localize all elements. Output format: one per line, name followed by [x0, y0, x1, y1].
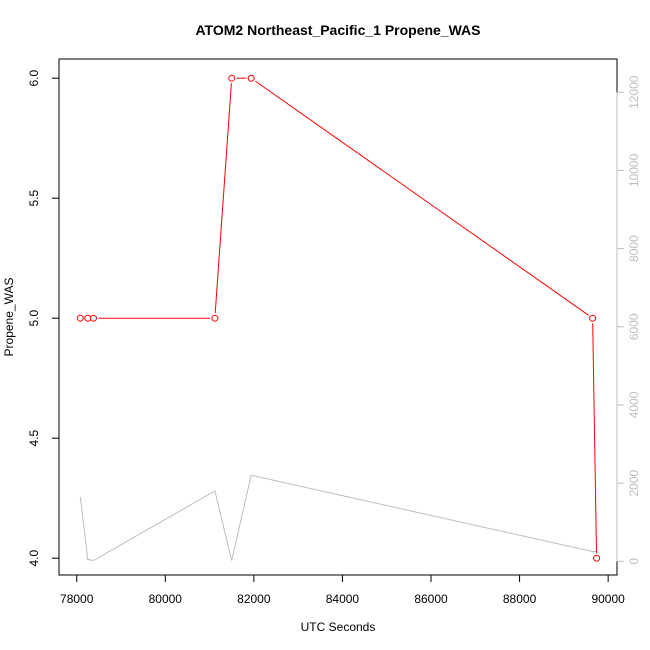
y-tick-label: 6.0 — [27, 70, 41, 87]
y-axis: 4.0 4.5 5.0 5.5 6.0 — [27, 70, 60, 567]
series-layer — [76, 74, 601, 562]
y2-tick-label: 0 — [627, 558, 641, 565]
data-point — [90, 314, 97, 322]
y-tick-label: 4.0 — [27, 550, 41, 567]
y2-tick-label: 2000 — [627, 469, 641, 496]
y2-tick-label: 8000 — [627, 235, 641, 262]
series-line-segment — [255, 80, 589, 316]
y-tick-label: 5.0 — [27, 310, 41, 327]
y2-tick-label: 12000 — [627, 75, 641, 109]
y-axis-label: Propene_WAS — [2, 278, 16, 357]
data-point — [593, 554, 601, 562]
data-point — [589, 314, 597, 322]
x-tick-label: 86000 — [414, 592, 448, 606]
y2-tick-label: 10000 — [627, 153, 641, 187]
y-tick-label: 4.5 — [27, 430, 41, 447]
data-point — [228, 74, 236, 82]
data-point — [76, 314, 84, 322]
x-tick-label: 84000 — [326, 592, 360, 606]
data-point — [84, 314, 92, 322]
data-point — [247, 74, 255, 82]
x-tick-label: 90000 — [591, 592, 625, 606]
x-axis-label: UTC Seconds — [301, 620, 376, 634]
y2-tick-label: 4000 — [627, 391, 641, 418]
x-tick-label: 78000 — [60, 592, 94, 606]
chart-title: ATOM2 Northeast_Pacific_1 Propene_WAS — [195, 22, 480, 38]
y2-axis: 0 2000 4000 6000 8000 10000 12000 — [616, 75, 641, 565]
x-tick-label: 88000 — [503, 592, 537, 606]
y2-tick-label: 6000 — [627, 313, 641, 340]
plot-frame — [58, 58, 618, 576]
series-line-segment — [592, 323, 597, 554]
data-point — [211, 314, 219, 322]
x-tick-label: 80000 — [149, 592, 183, 606]
y-tick-label: 5.5 — [27, 190, 41, 207]
x-axis: 78000 80000 82000 84000 86000 88000 90000 — [60, 574, 625, 606]
series-line-secondary — [79, 474, 597, 562]
x-tick-label: 82000 — [237, 592, 271, 606]
series-line-segment — [214, 83, 232, 314]
